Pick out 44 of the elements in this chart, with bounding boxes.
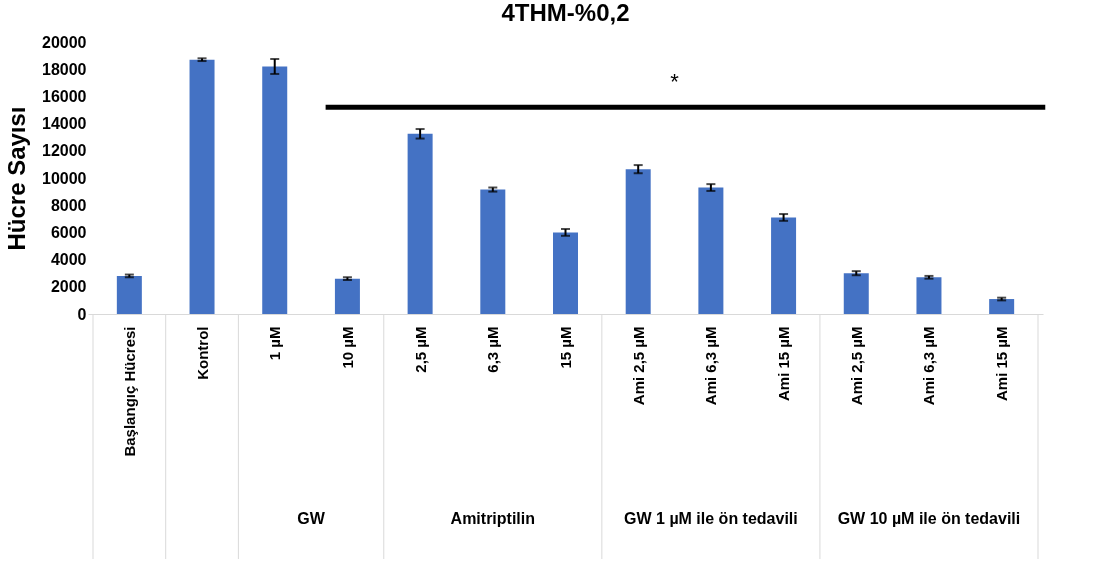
- y-tick-label: 14000: [42, 115, 87, 133]
- x-tick-label: Başlangıç Hücresi: [120, 326, 138, 457]
- y-tick-label: 8000: [50, 196, 87, 214]
- bar: [262, 66, 288, 314]
- text: GW 1 µM ile ön tedavili: [624, 510, 798, 527]
- y-tick-label: 16000: [42, 87, 87, 105]
- x-tick-label: 1 µM: [266, 326, 284, 361]
- text: Amitriptilin: [450, 510, 536, 527]
- y-tick-label: 18000: [42, 60, 87, 78]
- bar: [625, 169, 651, 314]
- x-tick-label: Ami 6,3 µM: [702, 326, 720, 406]
- bar: [553, 232, 578, 314]
- bar: [771, 217, 797, 314]
- annotation: *: [670, 69, 680, 95]
- x-tick-label: Ami 15 µM: [993, 326, 1011, 401]
- bar: [189, 59, 215, 314]
- x-tick-label: Ami 2,5 µM: [847, 326, 865, 406]
- y-tick-label: 0: [77, 305, 87, 323]
- y-tick-label: 20000: [42, 33, 87, 51]
- y-tick-label: 6000: [50, 223, 87, 241]
- bar: [116, 275, 142, 314]
- x-tick-label: Ami 6,3 µM: [920, 326, 938, 406]
- text: GW: [297, 510, 326, 527]
- x-tick-label: 2,5 µM: [411, 326, 429, 373]
- bar: [989, 299, 1015, 314]
- x-tick-label: 6,3 µM: [484, 326, 502, 373]
- bar: [916, 277, 942, 314]
- bar: [698, 187, 724, 314]
- y-tick-label: 4000: [50, 251, 87, 269]
- x-tick-label: Kontrol: [193, 326, 211, 380]
- y-axis-title: Hücre Sayısı: [3, 106, 31, 251]
- y-tick-label: 10000: [42, 169, 87, 187]
- bar: [334, 278, 360, 314]
- bar: [843, 273, 869, 314]
- x-tick-label: Ami 15 µM: [775, 326, 793, 401]
- x-tick-label: 10 µM: [338, 326, 356, 369]
- y-tick-label: 12000: [42, 142, 87, 160]
- bar: [480, 189, 506, 314]
- chart-title: 4THM-%0,2: [501, 0, 630, 26]
- bar: [407, 133, 433, 314]
- x-tick-label: Ami 2,5 µM: [629, 326, 647, 406]
- text: GW 10 µM ile ön tedavili: [837, 510, 1021, 527]
- x-tick-label: 15 µM: [557, 326, 574, 369]
- y-tick-label: 2000: [50, 278, 87, 296]
